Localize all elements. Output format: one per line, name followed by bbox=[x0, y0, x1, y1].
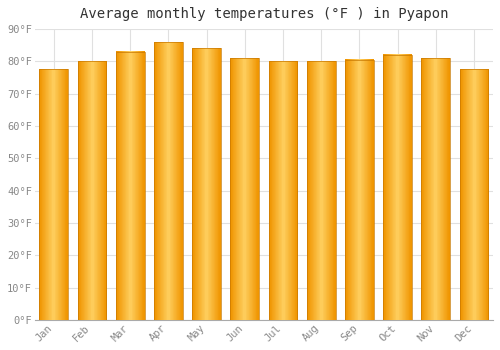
Bar bbox=[78, 61, 106, 320]
Title: Average monthly temperatures (°F ) in Pyapon: Average monthly temperatures (°F ) in Py… bbox=[80, 7, 448, 21]
Bar bbox=[268, 61, 298, 320]
Bar bbox=[383, 55, 412, 320]
Bar bbox=[422, 58, 450, 320]
Bar bbox=[40, 69, 68, 320]
Bar bbox=[154, 42, 182, 320]
Bar bbox=[192, 48, 221, 320]
Bar bbox=[460, 69, 488, 320]
Bar bbox=[230, 58, 259, 320]
Bar bbox=[345, 60, 374, 320]
Bar bbox=[307, 61, 336, 320]
Bar bbox=[116, 52, 144, 320]
